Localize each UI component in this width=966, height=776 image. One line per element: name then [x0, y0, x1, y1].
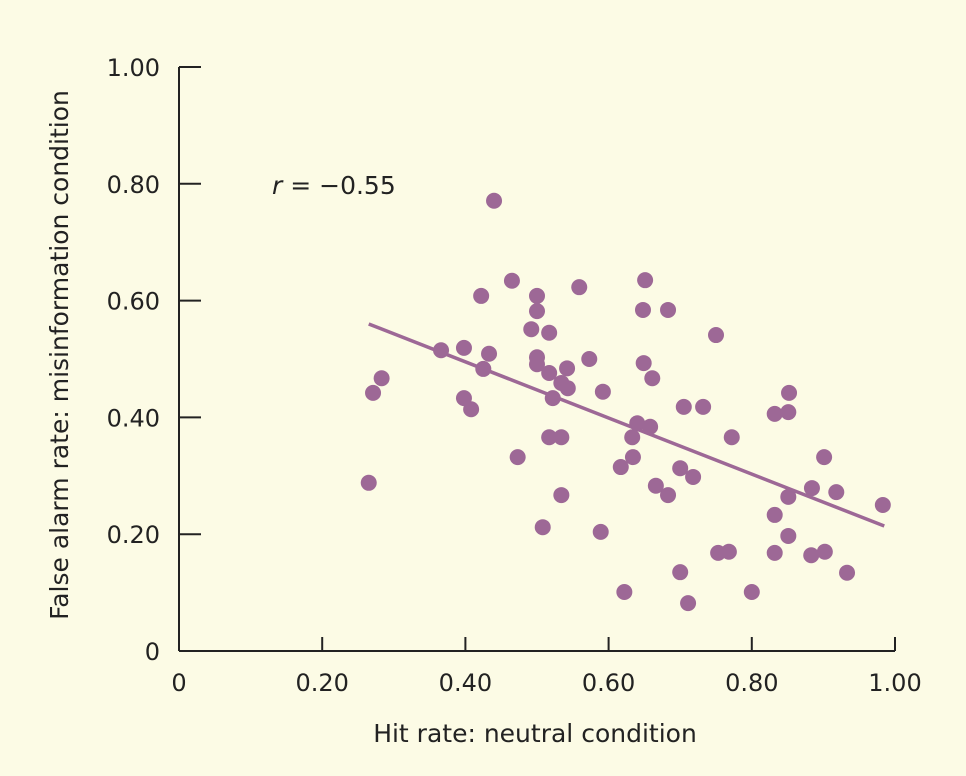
- data-point: [839, 564, 856, 581]
- x-ticks: 0 0.20 0.40 0.60 0.80 1.00: [171, 637, 922, 697]
- data-point: [455, 339, 472, 356]
- x-tick-label: 0: [171, 669, 186, 697]
- data-points: [360, 192, 891, 612]
- data-point: [660, 487, 677, 504]
- data-point: [529, 287, 545, 304]
- data-point: [612, 459, 629, 476]
- r-value: = −0.55: [282, 171, 395, 200]
- data-point: [486, 192, 503, 209]
- data-point: [816, 449, 833, 466]
- data-point: [529, 356, 545, 373]
- data-point: [592, 523, 609, 540]
- data-point: [635, 355, 652, 372]
- data-point: [523, 321, 540, 338]
- data-point: [780, 527, 797, 544]
- y-tick-label: 0.20: [107, 521, 160, 549]
- x-tick-label: 0.40: [439, 669, 492, 697]
- data-point: [463, 401, 480, 418]
- y-ticks: 0 0.20 0.40 0.60 0.80 1.00: [107, 54, 201, 666]
- data-point: [581, 351, 598, 367]
- y-tick-label: 1.00: [107, 54, 160, 82]
- data-point: [541, 324, 558, 341]
- data-point: [780, 488, 797, 505]
- data-point: [803, 480, 820, 497]
- x-tick-label: 1.00: [868, 669, 921, 697]
- data-point: [529, 303, 545, 320]
- data-point: [672, 460, 689, 477]
- data-point: [559, 380, 576, 397]
- x-tick-label: 0.80: [725, 669, 778, 697]
- data-point: [743, 584, 760, 601]
- data-point: [781, 384, 798, 401]
- data-point: [634, 301, 651, 318]
- data-point: [816, 543, 833, 560]
- data-point: [559, 360, 576, 377]
- data-point: [675, 398, 692, 415]
- data-point: [509, 449, 526, 466]
- data-point: [365, 384, 382, 401]
- x-tick-label: 0.60: [582, 669, 635, 697]
- data-point: [803, 547, 820, 564]
- data-point: [766, 544, 783, 561]
- data-point: [553, 487, 570, 504]
- data-point: [624, 449, 641, 466]
- y-tick-label: 0.80: [107, 171, 160, 199]
- data-point: [685, 468, 702, 485]
- y-tick-label: 0.40: [107, 404, 160, 432]
- data-point: [594, 383, 611, 400]
- data-point: [780, 404, 797, 421]
- data-point: [680, 595, 697, 612]
- x-axis-title: Hit rate: neutral condition: [373, 719, 697, 748]
- data-point: [571, 279, 588, 296]
- x-tick-label: 0.20: [295, 669, 348, 697]
- data-point: [616, 584, 633, 601]
- data-point: [624, 429, 641, 446]
- data-point: [473, 287, 490, 304]
- data-point: [766, 405, 783, 422]
- data-point: [373, 370, 390, 387]
- y-axis-title: False alarm rate: misinformation conditi…: [45, 90, 74, 620]
- data-point: [723, 429, 740, 446]
- data-point: [766, 506, 783, 523]
- data-point: [541, 429, 558, 446]
- data-point: [360, 474, 377, 491]
- data-point: [642, 418, 659, 435]
- data-point: [644, 370, 661, 387]
- regression-line: [368, 322, 885, 528]
- data-point: [720, 543, 737, 560]
- data-point: [534, 519, 551, 536]
- y-tick-label: 0.60: [107, 288, 160, 316]
- data-point: [481, 345, 498, 362]
- data-point: [637, 272, 654, 289]
- data-point: [828, 484, 845, 501]
- data-point: [874, 497, 891, 513]
- data-point: [672, 564, 689, 581]
- data-point: [708, 327, 724, 344]
- regression-line-group: [368, 322, 885, 528]
- axes: [178, 67, 895, 652]
- data-point: [695, 398, 712, 415]
- data-point: [553, 429, 570, 446]
- data-point: [503, 272, 520, 289]
- y-tick-label: 0: [145, 638, 160, 666]
- data-point: [647, 477, 664, 494]
- data-point: [660, 301, 677, 318]
- r-annotation: r = −0.55: [272, 171, 396, 200]
- r-symbol: r: [272, 171, 284, 200]
- data-point: [541, 365, 558, 382]
